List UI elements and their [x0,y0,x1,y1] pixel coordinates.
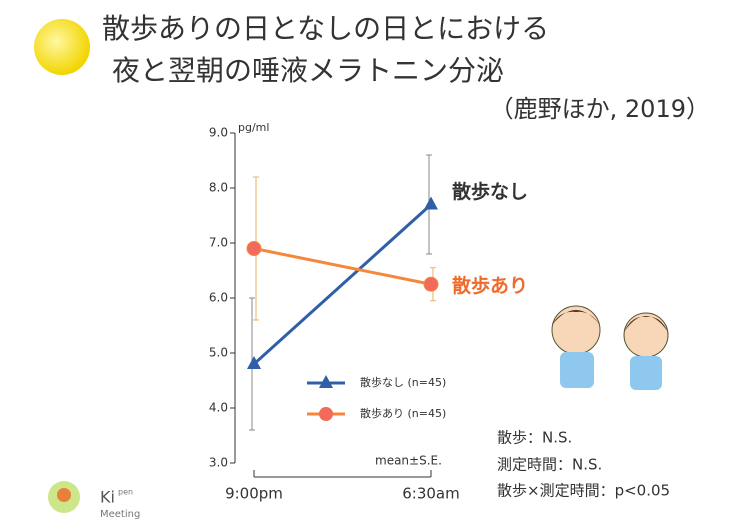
source: （鹿野ほか, 2019） [490,95,710,123]
legend-label: 散歩あり (n=45) [360,406,446,420]
y-tick-label: 4.0 [209,401,228,415]
x-tick-label: 6:30am [402,485,460,503]
y-tick-label: 3.0 [209,456,228,470]
series-line [252,203,433,366]
legend-label: 散歩なし (n=45) [360,375,446,389]
x-tick-label: 9:00pm [225,485,283,503]
legend-marker [319,407,333,421]
title-line: 夜と翌朝の唾液メラトニン分泌 [112,54,504,87]
statistic: 散歩：N.S. [497,429,572,447]
legend-marker [319,375,333,388]
y-tick-label: 8.0 [209,181,228,195]
statistic: 散歩×測定時間：p<0.05 [497,482,670,500]
y-tick-label: 9.0 [209,126,228,140]
logo-sup: pen [118,488,133,497]
statistic: 測定時間：N.S. [497,456,602,474]
logo: Ki pen Meeting [48,481,140,520]
y-tick-label: 7.0 [209,236,228,250]
marker [246,241,262,256]
series-line [253,247,432,286]
logo-main: Ki [100,488,115,507]
y-tick-label: 6.0 [209,291,228,305]
y-unit: pg/ml [238,121,269,134]
marker [424,196,438,210]
sun-icon [34,19,90,75]
title-line: 散歩ありの日となしの日とにおける [102,12,549,45]
end-label: 散歩なし [452,180,528,203]
marker [423,276,439,292]
logo-sub: Meeting [100,509,140,520]
end-label: 散歩あり [452,274,528,297]
note: mean±S.E. [375,454,442,468]
marker [247,356,261,369]
y-tick-label: 5.0 [209,346,228,360]
kids-illustration [551,305,669,390]
